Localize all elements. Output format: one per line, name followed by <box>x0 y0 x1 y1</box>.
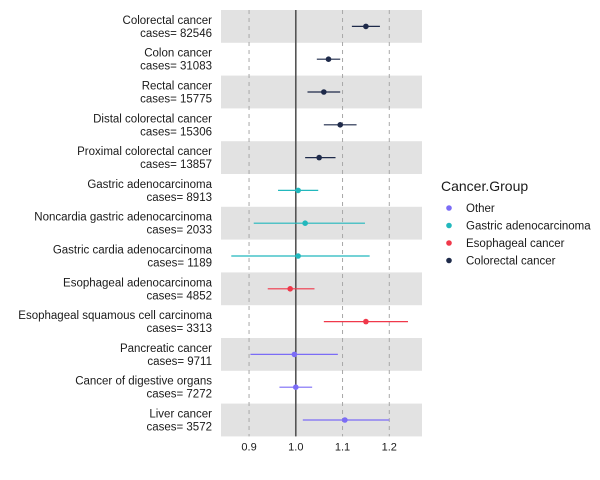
row-label-cases: cases= 15775 <box>140 94 212 106</box>
x-tick-label: 0.9 <box>241 441 256 453</box>
point-estimate <box>321 89 327 95</box>
row-label-cases: cases= 2033 <box>146 225 212 237</box>
legend: Cancer.Group Other Gastric adenocarcinoma E… <box>441 178 591 268</box>
row-label-cases: cases= 15306 <box>140 126 212 138</box>
row-label-cases: cases= 82546 <box>140 28 212 40</box>
legend-marker <box>446 257 452 264</box>
legend-label: Colorectal cancer <box>466 256 556 268</box>
x-tick-label: 1.1 <box>335 441 350 453</box>
row-label-name: Gastric cardia adenocarcinoma <box>53 245 213 257</box>
point-estimate <box>287 286 293 292</box>
row-label-name: Proximal colorectal cancer <box>77 146 212 158</box>
point-estimate <box>292 384 299 391</box>
row-label-name: Pancreatic cancer <box>120 343 212 355</box>
row-label-name: Liver cancer <box>149 409 212 421</box>
point-estimates <box>287 23 369 423</box>
point-estimate <box>295 187 301 194</box>
point-estimate <box>337 122 343 128</box>
row-label-cases: cases= 31083 <box>140 61 212 73</box>
row-label-name: Gastric adenocarcinoma <box>87 179 212 191</box>
row-label-name: Noncardia gastric adenocarcinoma <box>34 212 212 224</box>
x-axis-ticks: 0.9 1.0 1.1 1.2 <box>241 441 397 453</box>
row-label-cases: cases= 4852 <box>146 290 212 302</box>
x-tick-label: 1.2 <box>382 441 397 453</box>
row-label-cases: cases= 1189 <box>147 258 212 270</box>
row-label-name: Colorectal cancer <box>123 15 213 27</box>
row-label-cases: cases= 3313 <box>146 323 212 335</box>
point-estimate <box>325 56 332 62</box>
legend-title: Cancer.Group <box>441 178 528 194</box>
point-estimate <box>295 253 301 259</box>
row-label-name: Cancer of digestive organs <box>75 376 212 388</box>
legend-marker <box>446 205 452 211</box>
point-estimate <box>363 23 369 30</box>
row-label-name: Esophageal squamous cell carcinoma <box>18 310 212 322</box>
row-band <box>221 10 422 43</box>
point-estimate <box>342 417 348 423</box>
row-label-cases: cases= 7272 <box>146 389 212 401</box>
row-label-name: Rectal cancer <box>142 81 212 93</box>
row-label-cases: cases= 3572 <box>146 422 212 434</box>
x-tick-label: 1.0 <box>288 441 303 453</box>
row-label-cases: cases= 8913 <box>146 192 212 204</box>
legend-marker <box>446 222 452 229</box>
legend-label: Other <box>466 203 495 215</box>
point-estimate <box>316 154 322 161</box>
row-label-name: Distal colorectal cancer <box>93 113 212 125</box>
row-band <box>221 272 422 306</box>
point-estimate <box>302 220 308 226</box>
point-estimate <box>363 318 369 325</box>
legend-marker <box>446 240 452 246</box>
legend-label: Gastric adenocarcinoma <box>466 221 591 233</box>
row-label-name: Colon cancer <box>144 48 212 60</box>
legend-label: Esophageal cancer <box>466 238 565 250</box>
row-label-name: Esophageal adenocarcinoma <box>63 277 213 289</box>
row-label-cases: cases= 13857 <box>140 159 212 171</box>
row-label-cases: cases= 9711 <box>147 356 212 368</box>
point-estimate <box>291 351 298 358</box>
